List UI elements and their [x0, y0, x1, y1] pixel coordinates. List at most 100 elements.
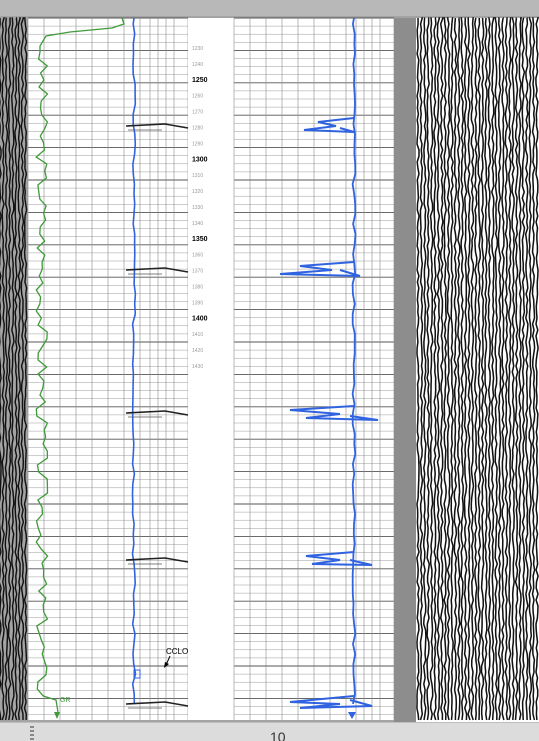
marker-line	[125, 701, 189, 707]
seismic-trace	[501, 17, 505, 721]
depth-label: 1280	[192, 126, 203, 132]
gr-marker-icon	[54, 712, 60, 719]
depth-label: 1380	[192, 285, 203, 291]
seismic-trace	[463, 17, 468, 721]
curve-spike	[303, 117, 355, 133]
seismic-panel-background	[416, 18, 539, 722]
page-number: 10	[270, 729, 286, 741]
curve-spike	[279, 261, 361, 277]
depth-label: 1260	[192, 94, 203, 100]
seismic-trace	[4, 17, 9, 721]
depth-label: 1430	[192, 364, 203, 370]
seismic-trace	[433, 17, 437, 721]
seismic-trace	[511, 17, 516, 721]
seismic-trace	[524, 17, 529, 721]
seismic-trace	[429, 17, 434, 721]
gr-label: GR	[60, 697, 71, 704]
depth-label: 1420	[192, 348, 203, 354]
seismic-trace	[450, 17, 454, 721]
seismic-trace	[422, 17, 427, 721]
seismic-trace	[528, 17, 533, 721]
seismic-trace	[436, 17, 441, 721]
marker-line	[125, 410, 189, 416]
blue-box-marker	[133, 669, 141, 679]
seismic-trace	[23, 17, 28, 721]
annotation-arrowhead	[164, 662, 169, 668]
seismic-trace	[514, 17, 519, 721]
curve-marker-icon	[348, 712, 356, 719]
seismic-trace	[7, 17, 12, 721]
seismic-trace	[477, 17, 482, 721]
seismic-trace	[504, 17, 509, 721]
depth-column	[188, 18, 234, 720]
separator-band	[394, 18, 416, 722]
seismic-trace	[535, 17, 539, 721]
seismic-trace	[484, 17, 488, 721]
seismic-trace	[419, 17, 424, 721]
depth-label: 1310	[192, 173, 203, 179]
log-curve-track-one	[131, 17, 137, 705]
depth-label: 1270	[192, 110, 203, 116]
seismic-trace	[460, 17, 465, 721]
depth-label: 1360	[192, 253, 203, 259]
seismic-trace	[497, 17, 502, 721]
seismic-trace	[467, 17, 471, 721]
seismic-trace	[416, 17, 420, 721]
seismic-trace	[439, 17, 444, 720]
depth-label: 1230	[192, 46, 203, 52]
top-toolbar	[0, 0, 539, 16]
marker-line	[125, 267, 189, 273]
depth-label: 1250	[192, 77, 208, 84]
marker-line	[125, 557, 189, 563]
depth-label: 1340	[192, 221, 203, 227]
gamma-ray-curve	[35, 17, 125, 713]
curve-spike	[305, 551, 373, 566]
curve-spike	[289, 695, 373, 709]
seismic-trace	[490, 17, 495, 721]
log-curve-track-two	[351, 17, 357, 705]
depth-label: 1330	[192, 205, 203, 211]
depth-label: 1410	[192, 332, 203, 338]
track-one-grid	[27, 17, 189, 720]
seismic-trace	[487, 17, 492, 721]
right-seismic-panel	[416, 17, 539, 721]
depth-scale: 1230 1240 1250 1260 1270 1280 1290 1300 1310 1320…	[192, 46, 208, 370]
seismic-trace	[14, 17, 18, 721]
depth-label: 1300	[192, 156, 208, 163]
seismic-trace	[453, 17, 458, 721]
seismic-trace	[10, 17, 15, 721]
left-seismic-strip	[0, 17, 28, 721]
track-two-grid	[233, 17, 395, 720]
black-marker-lines	[125, 123, 189, 709]
marker-line	[125, 123, 189, 129]
seismic-trace	[443, 17, 448, 721]
seismic-trace	[494, 17, 499, 721]
curve-spike	[289, 405, 379, 421]
curve-spikes	[279, 117, 379, 709]
seismic-trace	[456, 17, 461, 721]
seismic-trace	[446, 17, 451, 721]
seismic-trace	[474, 17, 478, 721]
seismic-trace	[426, 17, 431, 721]
curve-annotation-label: CCLO	[166, 647, 188, 656]
depth-label: 1350	[192, 236, 208, 243]
seismic-trace	[507, 17, 512, 721]
resize-handle-icon[interactable]	[30, 726, 34, 740]
seismic-trace	[470, 17, 475, 721]
seismic-trace	[17, 17, 22, 721]
depth-label: 1320	[192, 189, 203, 195]
seismic-trace	[531, 17, 536, 721]
seismic-trace	[20, 17, 25, 720]
depth-label: 1390	[192, 300, 203, 306]
depth-label: 1400	[192, 315, 208, 322]
seismic-trace	[518, 17, 522, 721]
seismic-trace	[480, 17, 485, 721]
well-log-display: 1230 1240 1250 1260 1270 1280 1290 1300 1310 1320…	[0, 17, 539, 722]
status-bar: 10	[0, 722, 539, 741]
depth-label: 1240	[192, 62, 203, 68]
seismic-trace	[521, 17, 526, 721]
depth-label: 1370	[192, 269, 203, 275]
depth-label: 1290	[192, 141, 203, 147]
seismic-trace	[0, 17, 2, 721]
